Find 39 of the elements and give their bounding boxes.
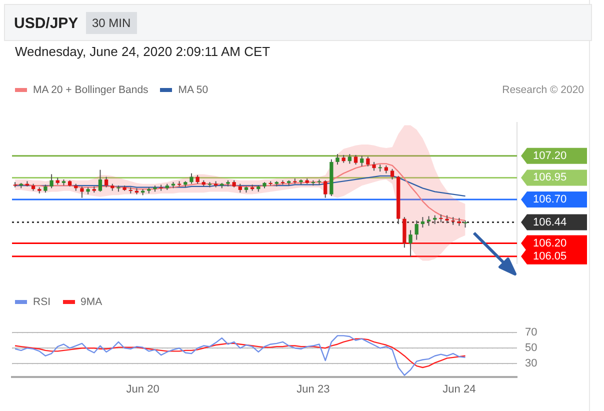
legend-label: MA 50 xyxy=(178,84,208,96)
candlestick xyxy=(366,156,370,167)
candlestick xyxy=(354,154,358,166)
y-tick-label: 70 xyxy=(525,326,538,339)
y-tick-label: 106.05 xyxy=(533,250,567,262)
x-tick-label: Jun 20 xyxy=(126,383,160,396)
candlestick xyxy=(80,186,84,198)
candlestick xyxy=(451,216,455,226)
y-tick-label: 106.95 xyxy=(533,172,567,184)
candlestick xyxy=(439,214,443,223)
legend-label: MA 20 + Bollinger Bands xyxy=(33,84,148,96)
candlestick xyxy=(360,155,364,167)
y-tick-label: 106.44 xyxy=(533,216,567,228)
chart-subtitle: 30 MIN xyxy=(86,12,137,34)
candlestick xyxy=(420,216,425,228)
y-tick-label: 106.70 xyxy=(533,194,567,206)
x-tick-label: Jun 24 xyxy=(442,383,476,396)
candlestick xyxy=(98,169,102,192)
candlestick xyxy=(159,184,163,192)
y-tick-label: 50 xyxy=(525,342,538,354)
chart-title: USD/JPY xyxy=(14,15,78,32)
y-tick-label: 30 xyxy=(525,358,538,370)
candlestick xyxy=(50,174,54,189)
candlestick xyxy=(324,180,328,198)
candlestick xyxy=(414,220,418,240)
legend-label: 9MA xyxy=(80,296,102,308)
candlestick xyxy=(104,176,108,188)
candlestick xyxy=(348,154,352,164)
candlestick xyxy=(426,216,431,226)
text: Wednesday, June 24, 2020 2:09:11 AM CET xyxy=(15,44,270,59)
candlestick xyxy=(336,154,340,166)
candlestick xyxy=(408,230,412,257)
y-tick-label: 107.20 xyxy=(533,150,567,162)
candlestick xyxy=(190,172,194,184)
legend-label: RSI xyxy=(33,296,51,308)
y-tick-label: 106.20 xyxy=(533,237,567,250)
text: Research © 2020 xyxy=(502,84,584,96)
x-tick-label: Jun 23 xyxy=(296,383,330,396)
candlestick xyxy=(390,168,394,180)
